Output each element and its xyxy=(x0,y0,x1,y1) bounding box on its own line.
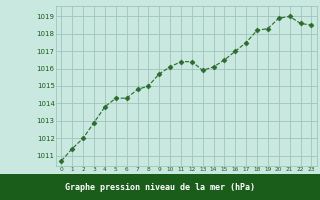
Text: Graphe pression niveau de la mer (hPa): Graphe pression niveau de la mer (hPa) xyxy=(65,182,255,192)
